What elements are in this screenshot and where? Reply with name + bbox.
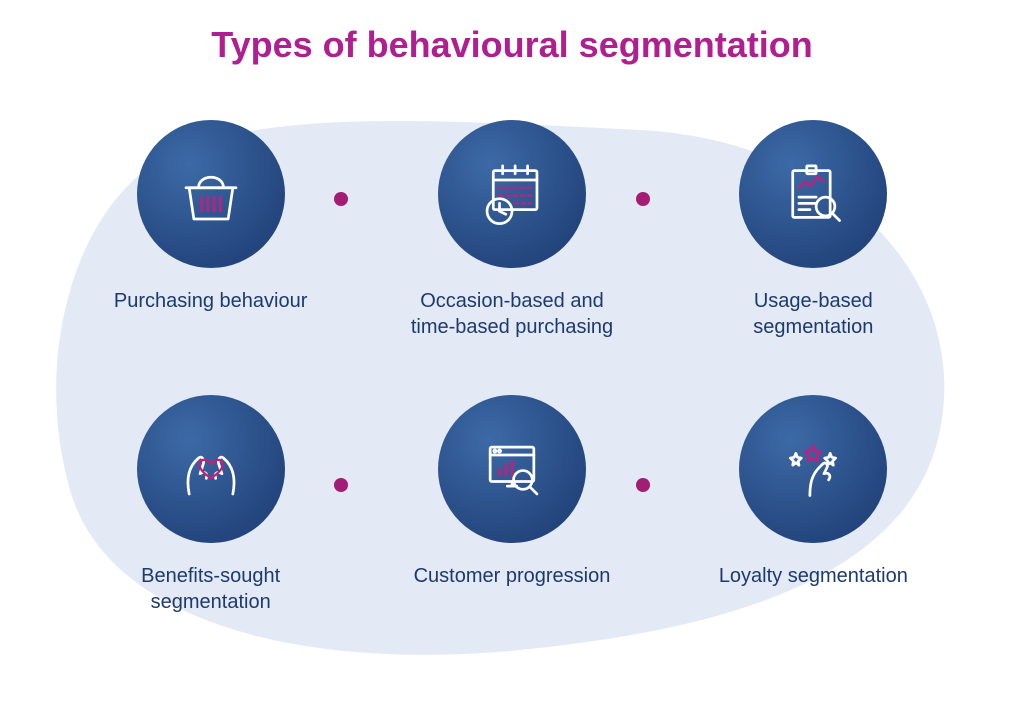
icon-circle <box>137 395 285 543</box>
item-label: Occasion-based and time-based purchasing <box>397 288 627 340</box>
grid-item: Usage-based segmentation <box>683 120 944 340</box>
icon-circle <box>739 120 887 268</box>
item-label: Purchasing behaviour <box>114 288 307 314</box>
item-label: Benefits-sought segmentation <box>96 563 326 615</box>
grid-item: Loyalty segmentation <box>683 395 944 615</box>
connector-dot <box>636 192 650 206</box>
grid-item: Occasion-based and time-based purchasing <box>381 120 642 340</box>
grid-item: Benefits-sought segmentation <box>80 395 341 615</box>
report-icon <box>774 155 852 233</box>
item-label: Usage-based segmentation <box>698 288 928 340</box>
page-title: Types of behavioural segmentation <box>0 24 1024 66</box>
segmentation-grid: Purchasing behaviour <box>80 120 944 615</box>
icon-circle <box>438 120 586 268</box>
basket-icon <box>172 155 250 233</box>
connector-dot <box>334 192 348 206</box>
icon-circle <box>137 120 285 268</box>
connector-dot <box>636 478 650 492</box>
loyalty-stars-icon <box>774 430 852 508</box>
item-label: Customer progression <box>414 563 611 589</box>
connector-dot <box>334 478 348 492</box>
icon-circle <box>438 395 586 543</box>
grid-item: Customer progression <box>381 395 642 615</box>
hands-heart-icon <box>172 430 250 508</box>
calendar-clock-icon <box>473 155 551 233</box>
item-label: Loyalty segmentation <box>719 563 908 589</box>
analytics-icon <box>473 430 551 508</box>
icon-circle <box>739 395 887 543</box>
grid-item: Purchasing behaviour <box>80 120 341 340</box>
